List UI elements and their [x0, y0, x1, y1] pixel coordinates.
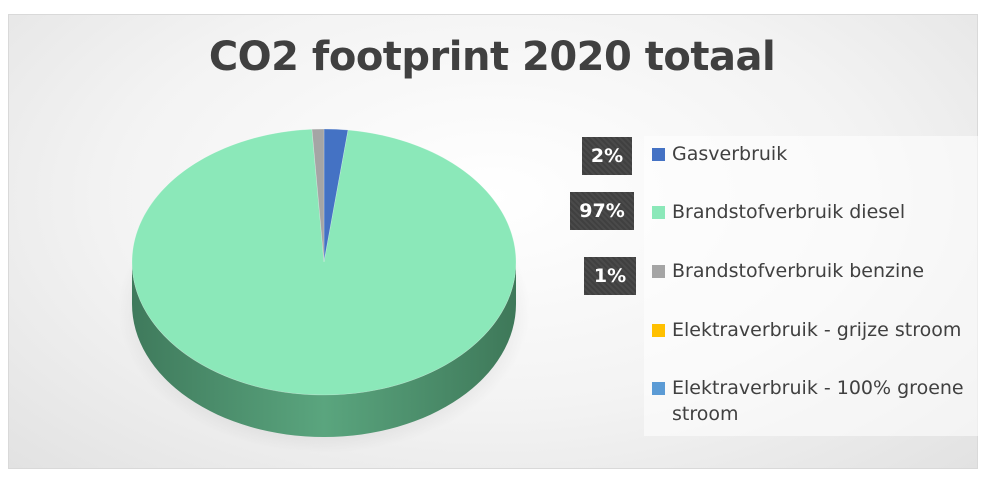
legend-item: Elektraverbruik - 100% groene stroom: [652, 375, 972, 427]
data-label-2: 97%: [570, 192, 634, 230]
legend-item: Brandstofverbruik benzine: [652, 258, 972, 284]
data-label-1: 2%: [582, 137, 632, 175]
legend-label: Brandstofverbruik benzine: [672, 260, 925, 282]
legend-swatch: [652, 265, 665, 278]
pie-slice-1[interactable]: [323, 128, 349, 263]
data-label-3: 1%: [584, 257, 636, 295]
legend-swatch: [652, 382, 665, 395]
pie-slice-3[interactable]: [311, 128, 325, 263]
legend-item: Elektraverbruik - grijze stroom: [652, 317, 972, 343]
legend-label: Elektraverbruik - grijze stroom: [672, 319, 962, 341]
pie-slice-2[interactable]: [131, 128, 517, 396]
legend-item: Gasverbruik: [652, 141, 972, 167]
pie-side-wall: [132, 262, 516, 437]
legend-label: Elektraverbruik - 100% groene stroom: [672, 377, 964, 425]
chart-title: CO2 footprint 2020 totaal: [208, 34, 776, 80]
legend-swatch: [652, 324, 665, 337]
legend-label: Brandstofverbruik diesel: [672, 201, 906, 223]
legend-item: Brandstofverbruik diesel: [652, 199, 972, 225]
legend-swatch: [652, 206, 665, 219]
legend-swatch: [652, 148, 665, 161]
legend-label: Gasverbruik: [672, 143, 788, 165]
legend-background: [644, 136, 980, 436]
